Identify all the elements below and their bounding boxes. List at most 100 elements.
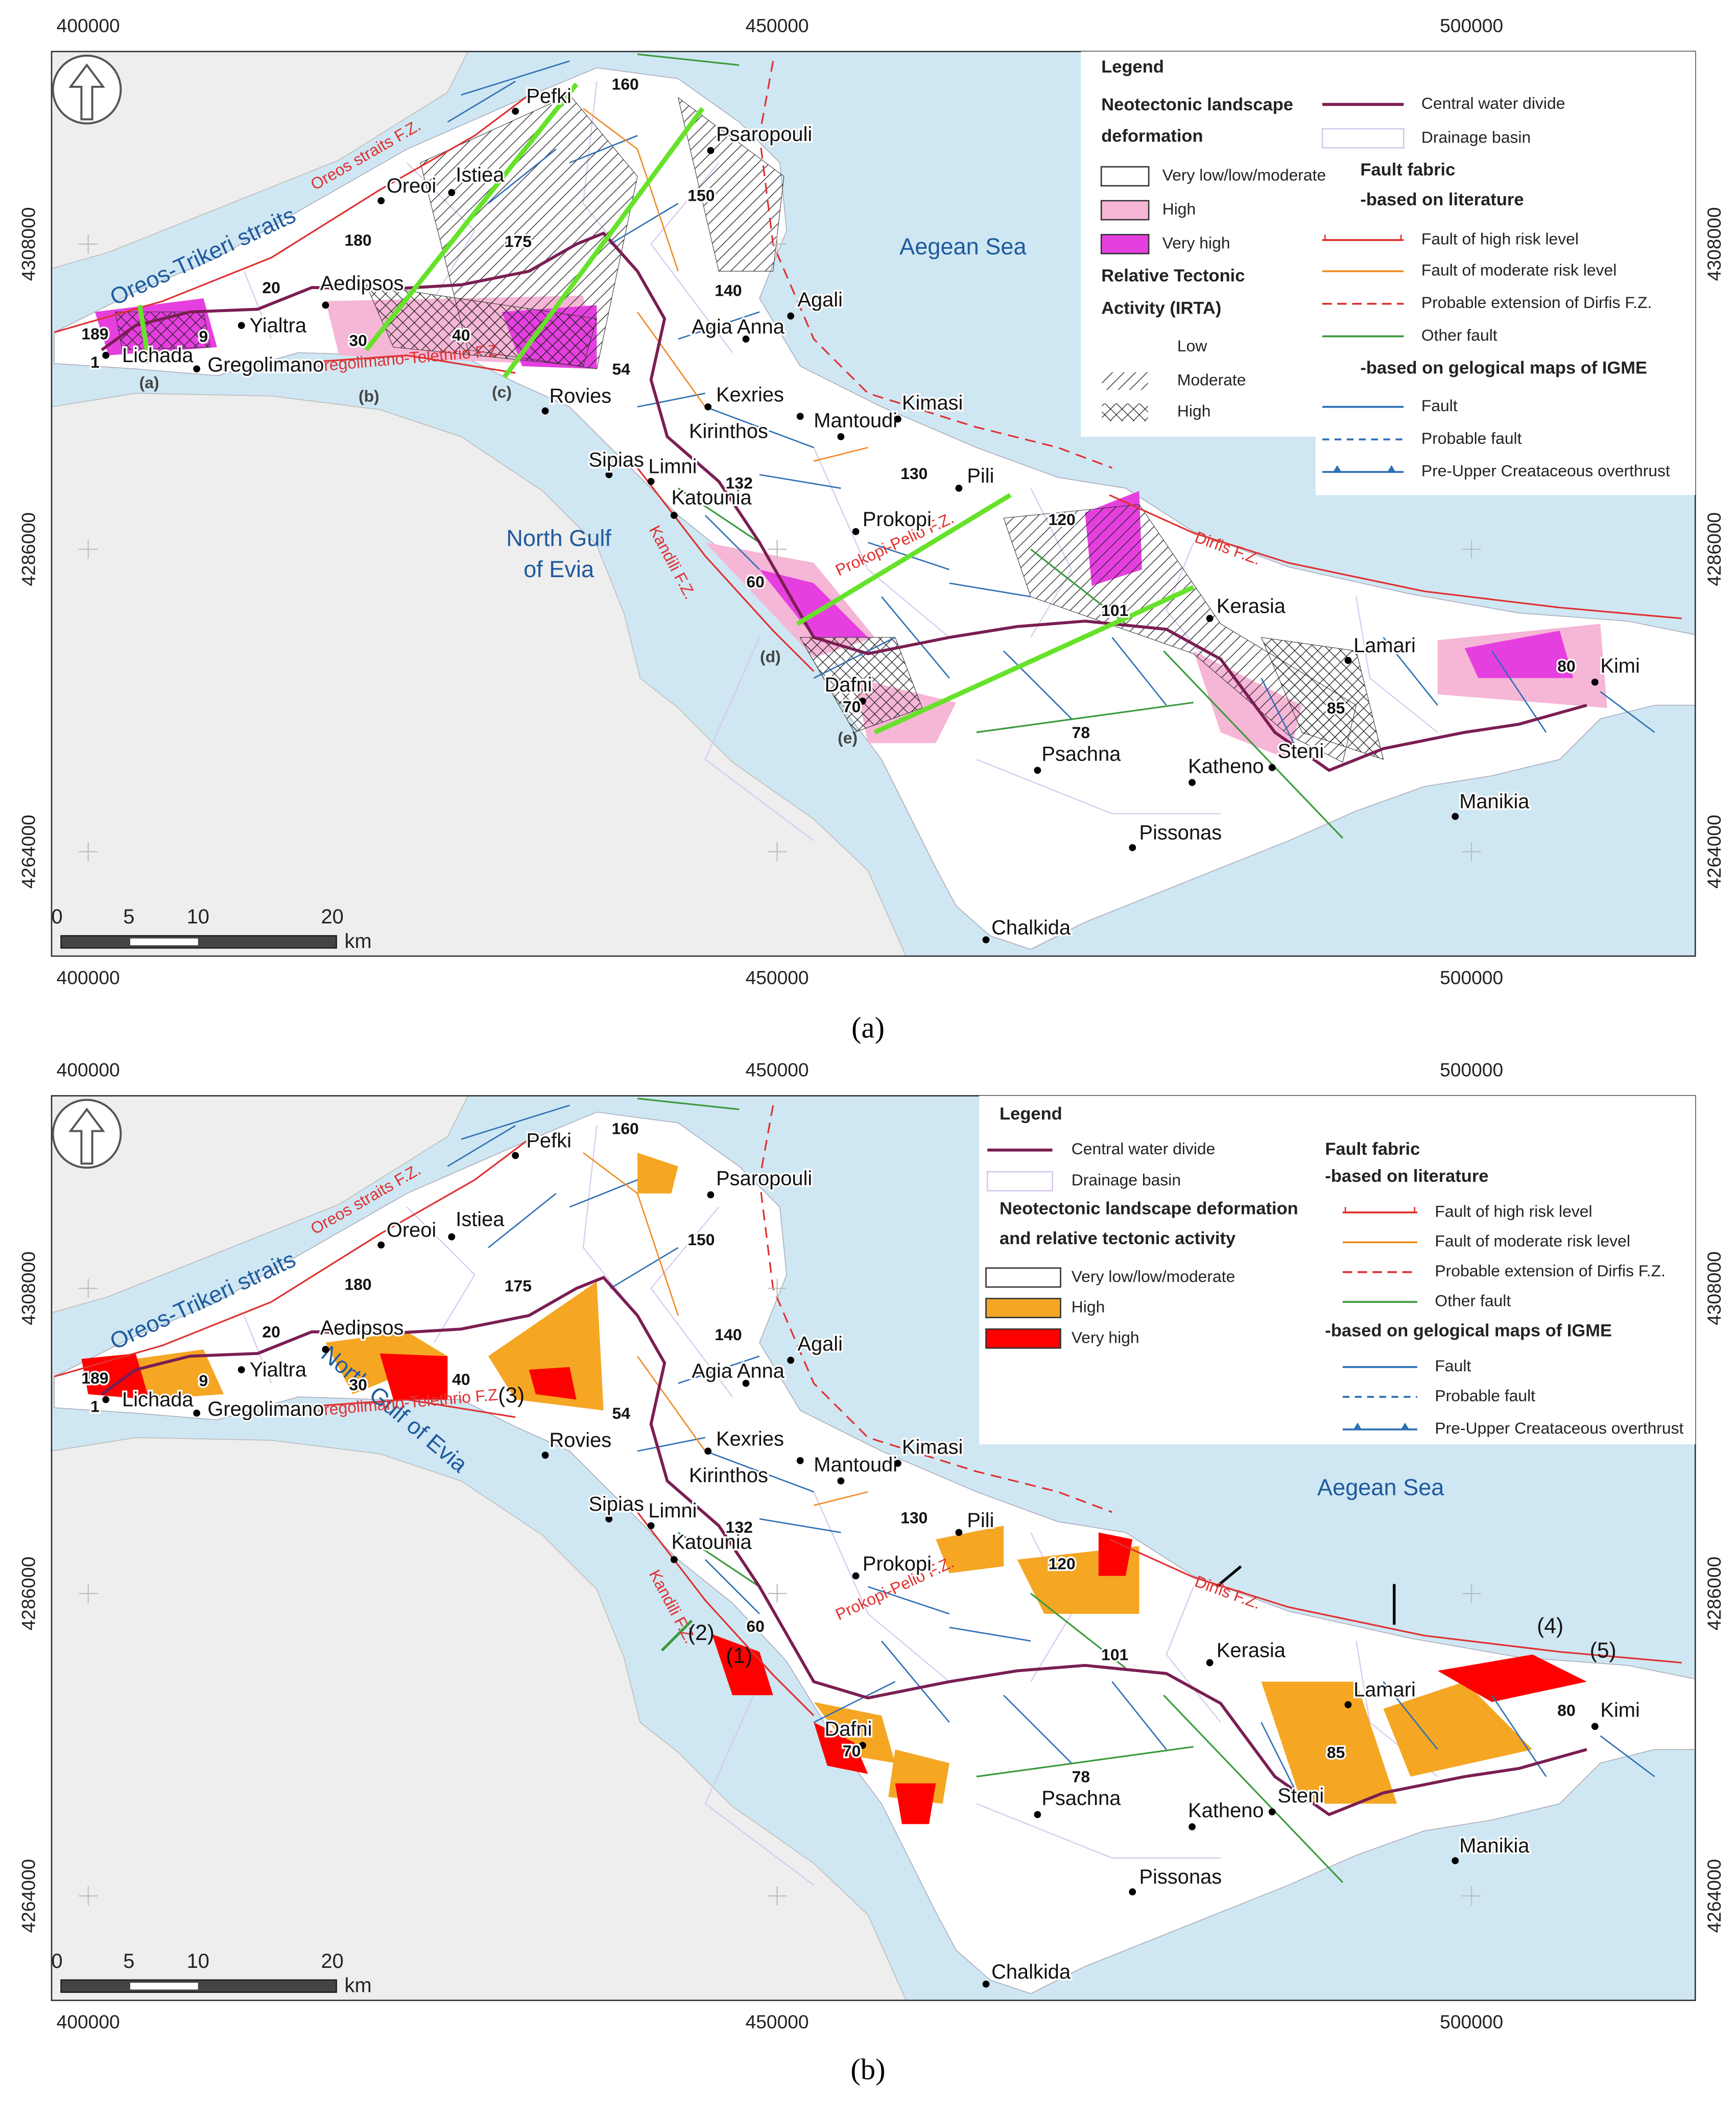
deformation-very-high	[1098, 1532, 1133, 1576]
deformation-very-high	[529, 1367, 577, 1400]
legend-text: Fault fabric	[1325, 1139, 1420, 1159]
fault	[1111, 1681, 1167, 1750]
scale-label: 5	[123, 906, 134, 928]
basin-number: 180	[345, 231, 372, 249]
fault	[610, 203, 679, 245]
place-dot	[1452, 1857, 1459, 1865]
place-dot	[670, 512, 678, 519]
grid-cross	[79, 234, 98, 254]
basin-number: 132	[726, 1518, 753, 1536]
north-arrow	[68, 63, 105, 121]
deformation-very-high	[814, 1722, 868, 1774]
legend-swatch	[1100, 234, 1150, 254]
place-label: Rovies	[549, 1429, 611, 1452]
fault-moderate	[637, 311, 706, 408]
place-dot	[647, 1522, 655, 1530]
place-dot	[982, 1980, 990, 1988]
grid-cross	[768, 1278, 787, 1298]
legend-text: Probable extension of Dirfis F.Z.	[1435, 1262, 1666, 1280]
place-label: Lamari	[1353, 1679, 1416, 1701]
place-dot	[955, 1529, 963, 1536]
fault	[704, 1559, 760, 1614]
fault	[759, 1518, 841, 1533]
place-dot	[377, 197, 385, 204]
place-label: Mantoudi	[814, 1454, 897, 1476]
place-label: Oreoi	[387, 1219, 436, 1242]
deformation-high	[814, 1702, 895, 1763]
place-label: Sipias	[588, 448, 644, 471]
place-label: Kerasia	[1217, 1639, 1286, 1662]
legend-text: Fault of high risk level	[1435, 1202, 1592, 1220]
place-dot	[1129, 1888, 1136, 1896]
place-dot	[322, 301, 329, 309]
other-fault	[637, 53, 740, 66]
legend-text: High	[1072, 1298, 1105, 1316]
scale-label: 10	[187, 1950, 209, 1972]
basin-boundary	[813, 1491, 950, 1682]
place-label: Dafni	[825, 1718, 872, 1741]
legend-box	[979, 1096, 1696, 1444]
fault	[461, 60, 570, 96]
y-coordinate-label: 4286000	[17, 1557, 39, 1631]
fault	[759, 474, 841, 489]
basin-boundary	[244, 1315, 272, 1384]
mainland	[51, 1095, 469, 1314]
basin-boundary	[406, 1206, 475, 1343]
legend-text: Other fault	[1421, 326, 1497, 344]
place-label: Katounia	[671, 487, 752, 509]
basin-boundary	[244, 271, 272, 340]
y-coordinate-label: 4308000	[17, 207, 39, 281]
basin-number: 140	[715, 281, 742, 299]
fault	[705, 1450, 814, 1493]
x-coordinate-label: 450000	[746, 1059, 809, 1081]
profile-label: (e)	[838, 729, 858, 747]
fault	[949, 582, 1031, 598]
basin-number: 54	[612, 1404, 631, 1422]
place-label: Istiea	[456, 164, 505, 186]
place-label: Gregolimano	[207, 1398, 324, 1420]
place-dot	[955, 485, 963, 492]
map-frame	[51, 1095, 1696, 2001]
basin-boundary	[976, 759, 1221, 815]
place-dot	[742, 1379, 750, 1387]
legend-text: Central water divide	[1421, 94, 1565, 112]
fault	[1600, 691, 1655, 733]
place-dot	[193, 1409, 201, 1417]
legend-text: -based on gelogical maps of IGME	[1325, 1321, 1612, 1341]
legend-text: Fault fabric	[1360, 160, 1455, 180]
scale-bar	[130, 1983, 198, 1990]
fault-high	[291, 1398, 516, 1418]
place-dot	[670, 1556, 678, 1563]
fault	[678, 311, 760, 340]
place-dot	[322, 1346, 329, 1353]
fault	[1003, 650, 1072, 720]
x-coordinate-label: 500000	[1440, 967, 1503, 988]
basin-boundary	[704, 1681, 814, 1886]
legend-symbol	[1344, 1207, 1415, 1212]
place-label: Steni	[1277, 740, 1324, 763]
scale-label: 0	[52, 1950, 63, 1972]
basin-number: 120	[1049, 1555, 1076, 1573]
fault	[868, 1586, 950, 1615]
profile-label: (d)	[760, 647, 781, 665]
place-dot	[796, 413, 804, 420]
legend-text: Very low/low/moderate	[1072, 1267, 1235, 1286]
basin-number: 150	[687, 1230, 715, 1249]
marker-label: (1)	[726, 1644, 752, 1668]
place-dot	[704, 1447, 712, 1455]
place-label: Lichada	[122, 1388, 194, 1411]
fault	[705, 406, 814, 448]
place-label: Psaropouli	[716, 123, 812, 146]
place-dot	[707, 1191, 715, 1199]
fault-high	[636, 1511, 815, 1717]
y-coordinate-label: 4264000	[1703, 815, 1725, 889]
fault	[813, 636, 896, 679]
place-dot	[787, 312, 795, 320]
basin-number: 20	[262, 1323, 280, 1341]
fault	[488, 149, 557, 204]
basin-number: 30	[349, 1375, 367, 1394]
legend-text: and relative tectonic activity	[1000, 1229, 1235, 1248]
place-dot	[707, 147, 715, 154]
